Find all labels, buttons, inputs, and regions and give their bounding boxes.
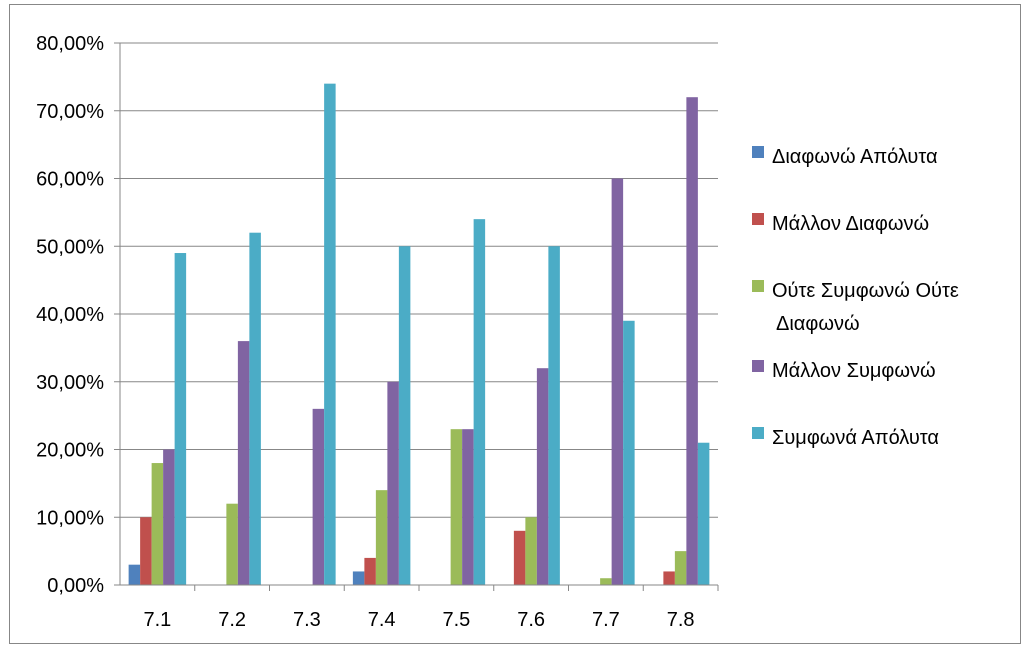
legend-swatch <box>752 213 764 225</box>
x-tick-label: 7.3 <box>293 609 321 631</box>
x-tick-label: 7.5 <box>442 609 470 631</box>
bar <box>226 503 238 585</box>
bar <box>163 449 175 585</box>
bar <box>174 253 187 585</box>
bar <box>312 408 325 585</box>
y-tick-label: 10,00% <box>36 507 104 529</box>
x-tick-label: 7.7 <box>592 609 620 631</box>
y-tick-label: 20,00% <box>36 440 104 462</box>
legend-swatch <box>752 280 764 292</box>
bar <box>128 564 141 585</box>
bar <box>387 381 399 585</box>
bar <box>364 557 376 585</box>
bar <box>151 463 164 585</box>
bars <box>128 83 710 586</box>
bar <box>324 83 336 586</box>
bar <box>525 517 537 585</box>
x-tick-label: 7.6 <box>517 609 545 631</box>
legend-swatch <box>752 146 764 158</box>
y-tick-label: 30,00% <box>36 372 104 394</box>
x-tick-label: 7.8 <box>667 609 695 631</box>
y-tick-label: 80,00% <box>36 33 104 55</box>
bar <box>663 571 675 585</box>
legend-swatch <box>752 360 764 372</box>
y-tick-label: 40,00% <box>36 304 104 326</box>
bar <box>249 232 261 585</box>
bar <box>237 341 250 585</box>
legend-label: Ούτε Συμφωνώ Ούτε Διαφωνώ <box>772 280 959 335</box>
x-tick-labels: 7.1 7.2 7.3 7.4 7.5 7.6 7.7 7.8 <box>143 609 694 631</box>
bar <box>686 97 698 585</box>
y-tick-labels: 0,00% 10,00% 20,00% 30,00% 40,00% 50,00% 60,00… <box>36 33 104 597</box>
y-tick-label: 60,00% <box>36 169 104 191</box>
legend-swatch <box>752 427 764 439</box>
y-tick-label: 70,00% <box>36 101 104 123</box>
x-tick-label: 7.4 <box>368 609 396 631</box>
bar <box>600 578 612 585</box>
y-tick-label: 0,00% <box>47 575 104 597</box>
bar <box>611 178 624 585</box>
bar <box>450 429 463 585</box>
bar <box>697 442 710 585</box>
bar <box>536 368 549 585</box>
legend-label: Μάλλον Συμφωνώ <box>772 360 936 382</box>
bar <box>140 517 152 585</box>
bar <box>375 490 388 585</box>
legend-label: Συμφωνά Απόλυτα <box>772 427 939 449</box>
bar <box>398 246 411 585</box>
legend-label: Διαφωνώ Απόλυτα <box>772 146 938 168</box>
bar <box>473 219 486 585</box>
bar <box>513 530 526 585</box>
bar <box>352 571 365 585</box>
bar <box>623 320 635 585</box>
x-tick-label: 7.1 <box>143 609 171 631</box>
legend-label: Μάλλον Διαφωνώ <box>772 213 929 235</box>
bar <box>548 246 560 585</box>
y-tick-label: 50,00% <box>36 236 104 258</box>
x-tick-label: 7.2 <box>218 609 246 631</box>
axes <box>114 42 719 591</box>
bar <box>674 551 687 585</box>
bar <box>462 429 474 585</box>
legend: Διαφωνώ Απόλυτα Μάλλον Διαφωνώ Ούτε Συμφων… <box>752 146 959 449</box>
